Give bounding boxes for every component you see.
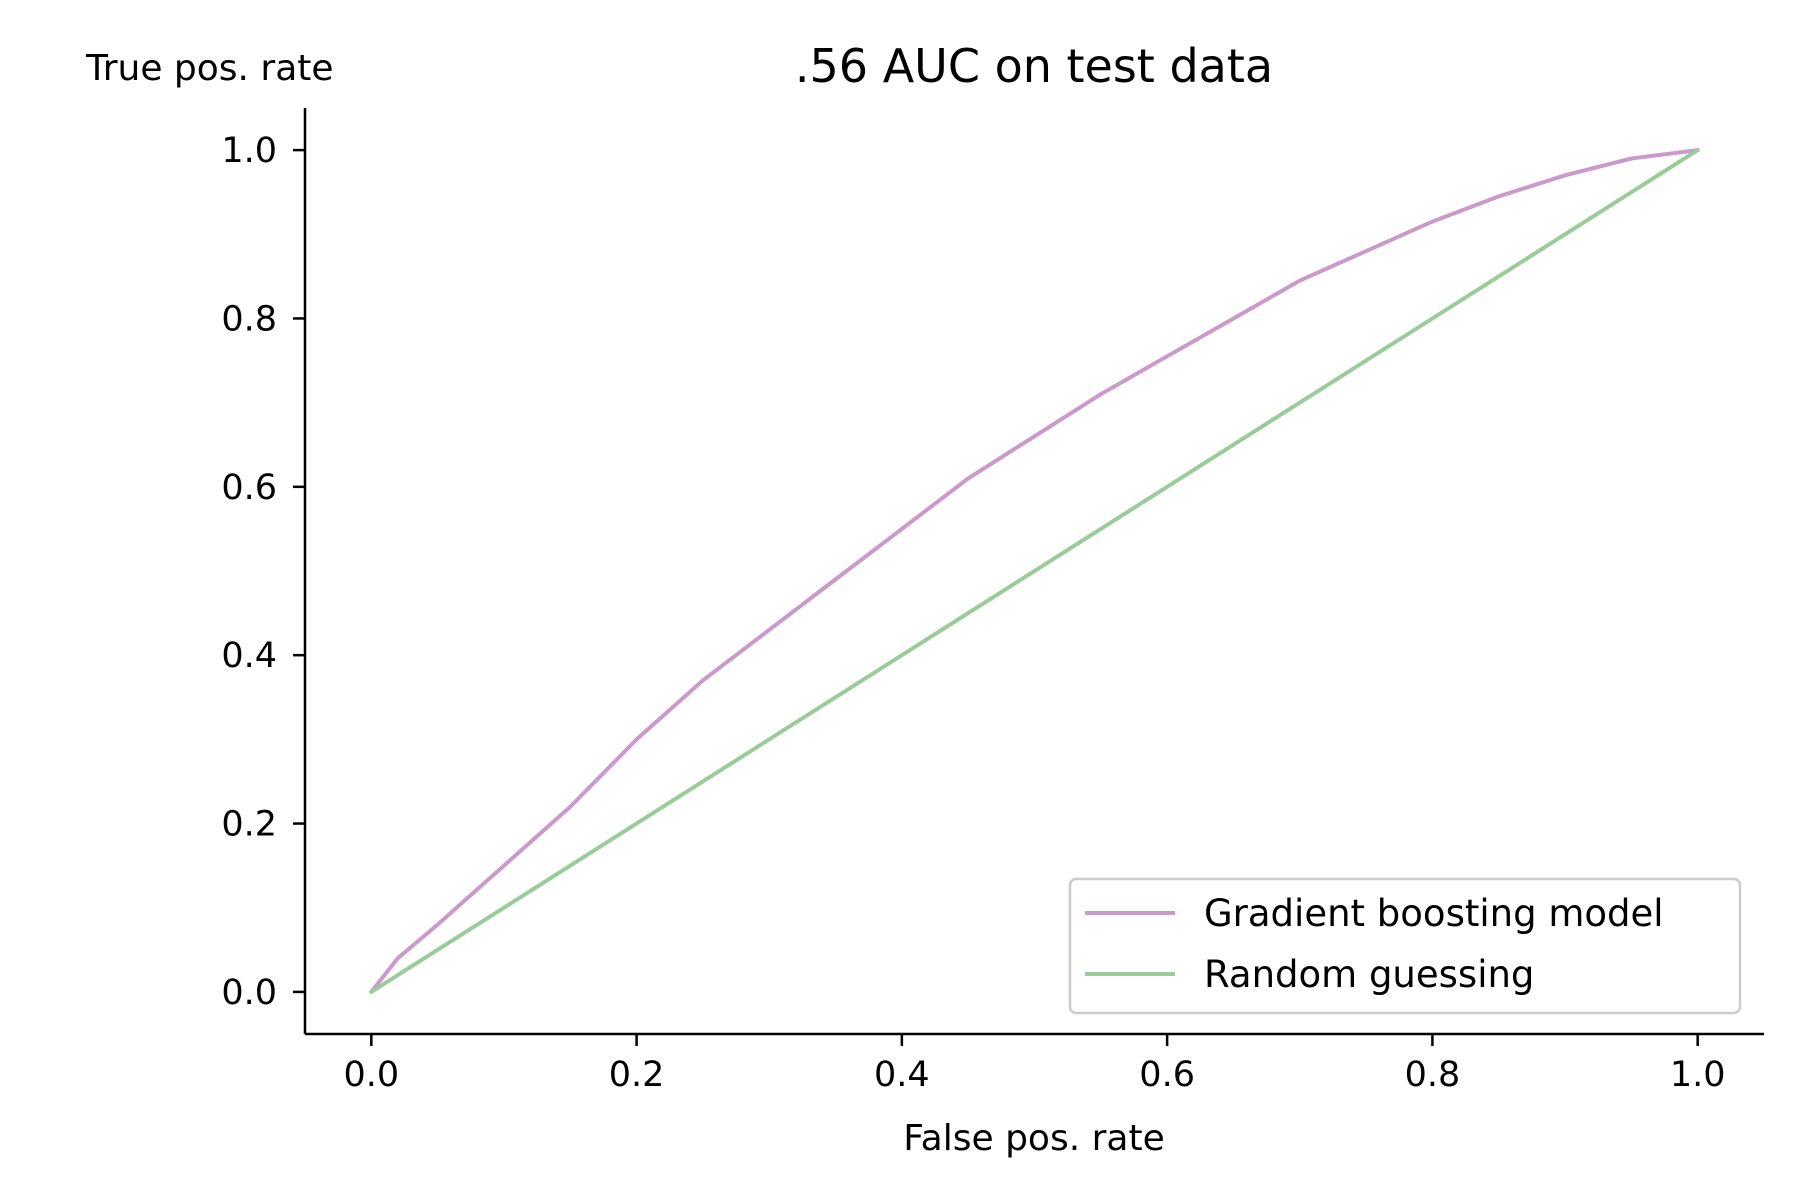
y-tick-label: 0.4 (221, 636, 277, 676)
legend: Gradient boosting model Random guessing (1068, 877, 1742, 1015)
legend-label-gradient-boosting: Gradient boosting model (1204, 892, 1664, 935)
chart-title: .56 AUC on test data (795, 39, 1273, 93)
legend-label-random-guessing: Random guessing (1204, 953, 1534, 996)
y-tick-label: 0.6 (221, 468, 277, 508)
y-axis-label: True pos. rate (85, 48, 334, 89)
plot-area (369, 148, 1700, 994)
y-tick-label: 0.2 (221, 805, 277, 845)
x-tick-label: 0.4 (874, 1055, 930, 1095)
y-tick-label: 0.8 (221, 299, 277, 339)
x-tick-label: 0.2 (609, 1055, 665, 1095)
x-tick-label: 1.0 (1670, 1055, 1726, 1095)
y-tick-label: 1.0 (221, 131, 277, 171)
x-tick-label: 0.6 (1139, 1055, 1195, 1095)
series-line-gradient-boosting-model (369, 148, 1700, 994)
x-axis-label: False pos. rate (903, 1118, 1164, 1159)
y-ticks: 0.0 0.2 0.4 0.6 0.8 1.0 (221, 131, 305, 1013)
series-line-random-guessing (369, 148, 1700, 994)
x-tick-label: 0.0 (343, 1055, 399, 1095)
y-tick-label: 0.0 (221, 973, 277, 1013)
legend-frame (1068, 877, 1742, 1015)
x-tick-label: 0.8 (1405, 1055, 1461, 1095)
x-ticks: 0.0 0.2 0.4 0.6 0.8 1.0 (343, 1034, 1726, 1095)
